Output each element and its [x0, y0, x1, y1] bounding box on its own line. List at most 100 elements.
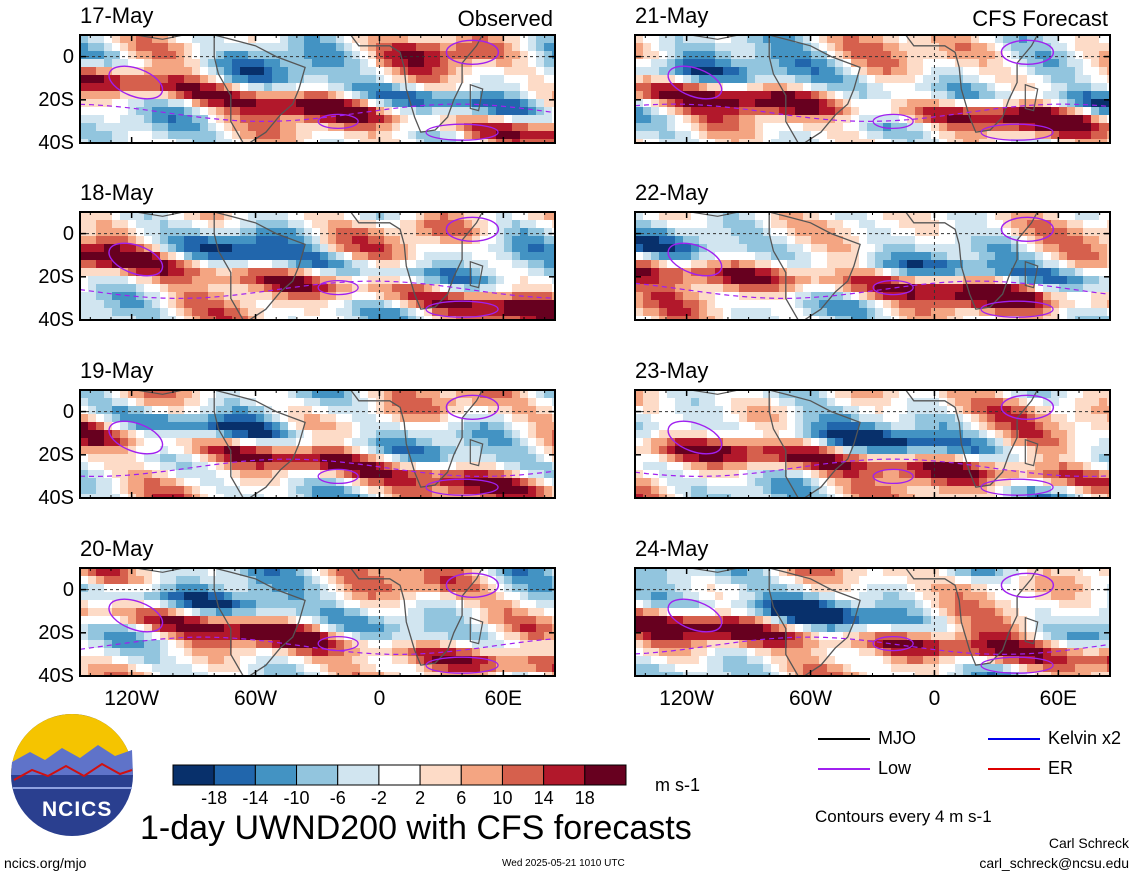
colorbar-tick-label: 6 [456, 788, 467, 808]
panel-date-label: 22-May [635, 180, 709, 205]
y-tick-label: 40S [38, 132, 74, 154]
logo-redline [13, 762, 133, 781]
low-contour [872, 113, 914, 130]
low-dashed-contour [635, 280, 1110, 299]
low-contour [872, 635, 914, 652]
africa-outline [904, 390, 1039, 488]
source-url: ncics.org/mjo [4, 855, 87, 871]
colorbar-swatch [254, 764, 298, 786]
south-america-outline [213, 390, 306, 498]
logo-mountains [11, 745, 133, 775]
author-name: Carl Schreck [1048, 835, 1129, 851]
central-america-outline [135, 212, 184, 217]
africa-outline [349, 568, 484, 666]
colorbar-tick-label: 2 [415, 788, 426, 808]
y-tick-label: 40S [38, 665, 74, 687]
y-tick-label: 0 [62, 400, 74, 423]
y-tick-label: 0 [62, 222, 74, 245]
south-america-outline [213, 212, 306, 320]
colorbar-swatch [584, 764, 627, 786]
low-contour [108, 420, 164, 455]
colorbar-tick-label: -6 [329, 788, 346, 808]
x-tick-label: 60E [484, 687, 523, 710]
y-tick-label: 20S [38, 443, 74, 466]
panel-date-label: 17-May [80, 3, 154, 28]
panel-date-label: 21-May [635, 3, 709, 28]
low-contour [317, 113, 359, 130]
africa-outline [349, 35, 484, 133]
logo-text: NCICS [42, 798, 113, 821]
colorbar-swatch [543, 764, 586, 786]
low-contour [1000, 216, 1055, 242]
africa-outline [904, 568, 1039, 666]
legend-label: MJO [878, 728, 916, 748]
y-tick-label: 0 [62, 578, 74, 601]
low-contour [667, 420, 723, 455]
low-contour [667, 598, 723, 633]
low-contour [317, 468, 359, 485]
colorbar-swatch [460, 764, 503, 786]
central-america-outline [135, 390, 184, 395]
central-america-outline [690, 568, 739, 573]
colorbar-units: m s-1 [655, 775, 700, 795]
figure-title: 1-day UWND200 with CFS forecasts [140, 809, 692, 847]
central-america-outline [690, 212, 739, 217]
y-tick-label: 0 [62, 45, 74, 68]
y-tick-label: 20S [38, 88, 74, 111]
panel-19-May [80, 390, 555, 498]
south-america-outline [213, 568, 306, 676]
central-america-outline [690, 35, 739, 40]
colorbar-tick-label: 10 [492, 788, 513, 808]
africa-outline [349, 212, 484, 310]
panel-23-May [635, 390, 1110, 498]
madagascar-outline [469, 260, 484, 289]
panel-17-May [80, 35, 555, 143]
low-dashed-contour [80, 458, 555, 478]
author-email: carl_schreck@ncsu.edu [979, 855, 1129, 871]
x-tick-label: 60W [233, 687, 278, 710]
y-tick-label: 40S [38, 487, 74, 509]
ncics-logo [11, 714, 133, 836]
south-america-outline [213, 35, 306, 143]
madagascar-outline [469, 438, 484, 467]
colorbar-tick-label: -10 [283, 788, 310, 808]
panel-date-label: 23-May [635, 358, 709, 383]
low-contour [108, 65, 164, 100]
panel-date-label: 20-May [80, 536, 154, 561]
panel-24-May [635, 568, 1110, 676]
madagascar-outline [469, 616, 484, 645]
low-contour [317, 635, 359, 652]
colorbar-swatch [378, 764, 421, 786]
legend-label: Low [878, 758, 912, 778]
column-label: Observed [457, 6, 553, 31]
central-america-outline [135, 568, 184, 573]
africa-outline [904, 212, 1039, 310]
south-america-outline [768, 35, 861, 143]
low-contour [108, 598, 164, 633]
y-tick-label: 40S [38, 309, 74, 331]
y-tick-label: 20S [38, 621, 74, 644]
low-contour [317, 279, 359, 296]
colorbar-swatch [501, 764, 545, 786]
low-dashed-contour [80, 280, 555, 300]
low-dashed-contour [80, 103, 555, 122]
low-contour [667, 65, 723, 100]
low-contour [667, 242, 723, 277]
y-tick-label: 20S [38, 265, 74, 288]
x-tick-label: 60E [1039, 687, 1078, 710]
madagascar-outline [469, 83, 484, 112]
madagascar-outline [1024, 438, 1039, 467]
column-label: CFS Forecast [972, 6, 1108, 31]
colorbar-swatch [419, 764, 462, 786]
madagascar-outline [1024, 83, 1039, 112]
low-dashed-contour [635, 636, 1110, 656]
panel-22-May [635, 212, 1110, 320]
low-dashed-contour [635, 103, 1110, 123]
contour-note: Contours every 4 m s-1 [815, 807, 992, 826]
central-america-outline [690, 390, 739, 395]
africa-outline [904, 35, 1039, 133]
panel-date-label: 24-May [635, 536, 709, 561]
x-tick-label: 0 [373, 687, 386, 710]
